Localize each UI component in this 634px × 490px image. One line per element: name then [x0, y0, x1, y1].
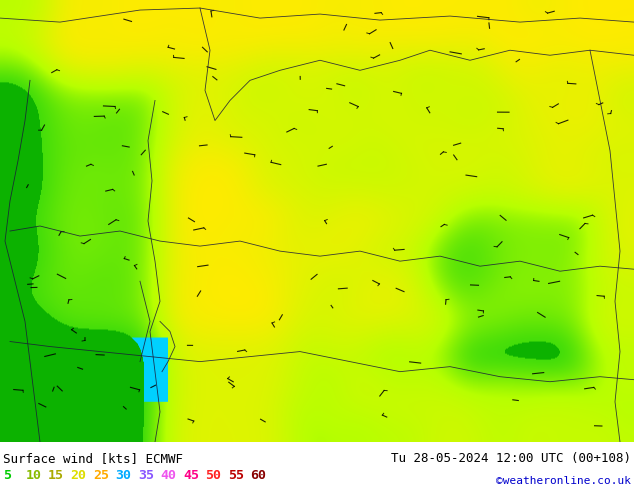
- Text: 25: 25: [93, 469, 109, 482]
- Text: 40: 40: [160, 469, 176, 482]
- Text: 50: 50: [205, 469, 221, 482]
- Text: 5: 5: [3, 469, 11, 482]
- Text: ©weatheronline.co.uk: ©weatheronline.co.uk: [496, 476, 631, 486]
- Text: 15: 15: [48, 469, 64, 482]
- Text: 45: 45: [183, 469, 199, 482]
- Text: 60: 60: [250, 469, 266, 482]
- Text: 20: 20: [70, 469, 86, 482]
- Text: 55: 55: [228, 469, 244, 482]
- Text: 35: 35: [138, 469, 154, 482]
- Text: 30: 30: [115, 469, 131, 482]
- Text: 10: 10: [25, 469, 41, 482]
- Text: Tu 28-05-2024 12:00 UTC (00+108): Tu 28-05-2024 12:00 UTC (00+108): [391, 452, 631, 465]
- Text: Surface wind [kts] ECMWF: Surface wind [kts] ECMWF: [3, 452, 183, 465]
